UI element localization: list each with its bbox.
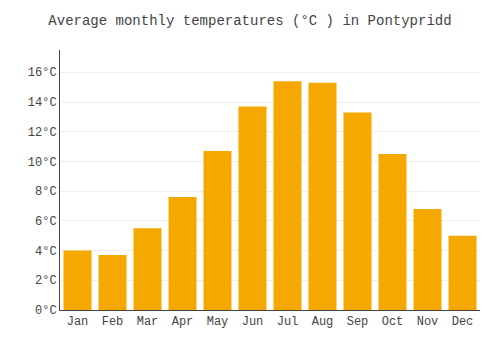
svg-text:Dec: Dec [452,315,474,329]
svg-text:Jan: Jan [67,315,89,329]
svg-text:Jul: Jul [277,315,299,329]
svg-text:16°C: 16°C [28,66,57,80]
svg-text:Average monthly temperatures (: Average monthly temperatures (°C ) in Po… [48,13,451,29]
svg-text:Aug: Aug [312,315,334,329]
svg-text:12°C: 12°C [28,126,57,140]
svg-text:10°C: 10°C [28,156,57,170]
svg-text:2°C: 2°C [35,274,57,288]
svg-text:Oct: Oct [382,315,404,329]
svg-text:Feb: Feb [102,315,124,329]
svg-text:6°C: 6°C [35,215,57,229]
svg-text:May: May [207,315,229,329]
svg-text:Apr: Apr [172,315,194,329]
svg-text:Mar: Mar [137,315,159,329]
svg-text:8°C: 8°C [35,185,57,199]
svg-text:Nov: Nov [417,315,439,329]
svg-text:14°C: 14°C [28,96,57,110]
svg-text:Sep: Sep [347,315,369,329]
svg-text:4°C: 4°C [35,245,57,259]
svg-text:0°C: 0°C [35,304,57,318]
svg-text:Jun: Jun [242,315,264,329]
